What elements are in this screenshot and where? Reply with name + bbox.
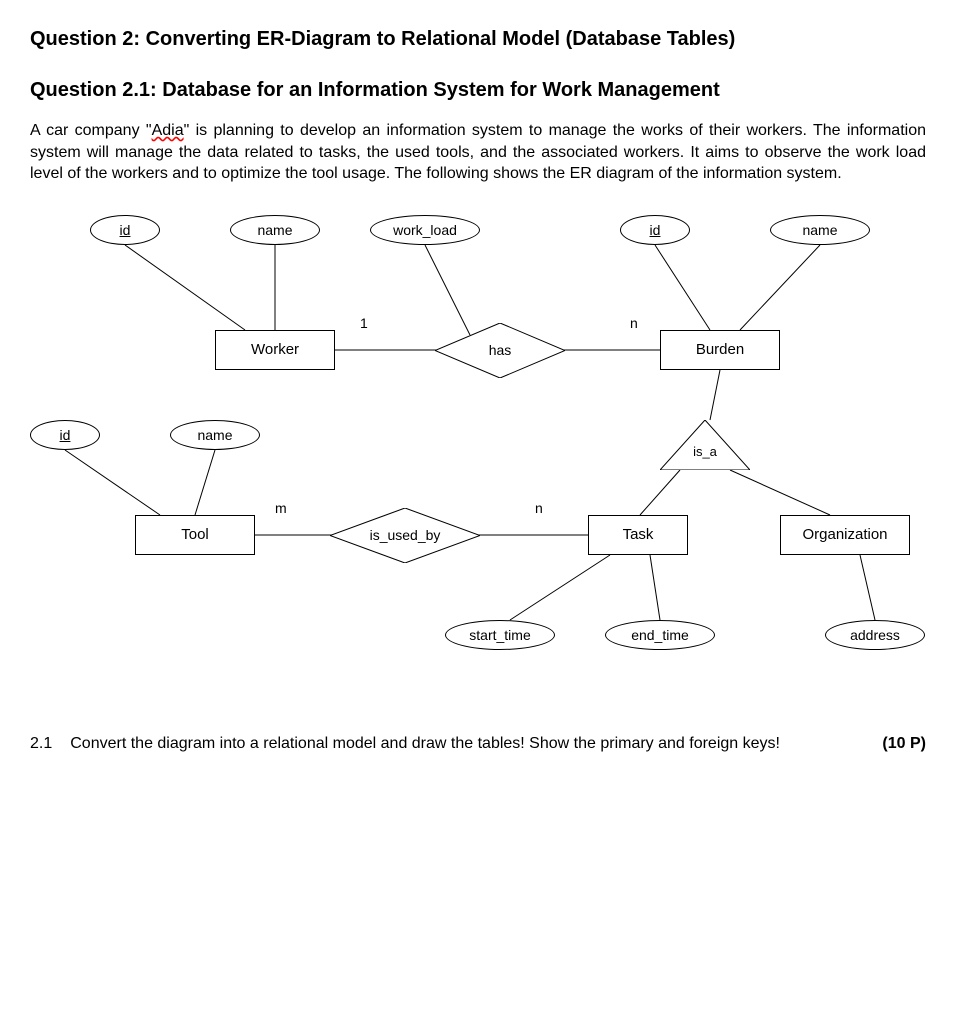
entity-tool: Tool: [135, 515, 255, 555]
attribute-start_time: start_time: [445, 620, 555, 650]
attribute-worker_id: id: [90, 215, 160, 245]
question-subtitle: Question 2.1: Database for an Informatio…: [30, 79, 926, 102]
attribute-tool_name: name: [170, 420, 260, 450]
question-title: Question 2: Converting ER-Diagram to Rel…: [30, 28, 926, 51]
question-text: Convert the diagram into a relational mo…: [70, 735, 864, 753]
question-points: (10 P): [882, 735, 926, 753]
cardinality-c3: m: [275, 500, 287, 516]
attribute-work_load: work_load: [370, 215, 480, 245]
entity-worker: Worker: [215, 330, 335, 370]
cardinality-c2: n: [630, 315, 638, 331]
isa-triangle: is_a: [660, 420, 750, 470]
cardinality-c1: 1: [360, 315, 368, 331]
attribute-tool_id: id: [30, 420, 100, 450]
attribute-burden_id: id: [620, 215, 690, 245]
entity-task: Task: [588, 515, 688, 555]
attribute-burden_name: name: [770, 215, 870, 245]
attribute-worker_name: name: [230, 215, 320, 245]
question-number: 2.1: [30, 735, 52, 753]
entity-organization: Organization: [780, 515, 910, 555]
attribute-address: address: [825, 620, 925, 650]
attribute-end_time: end_time: [605, 620, 715, 650]
relationship-is_used_by: is_used_by: [330, 508, 480, 563]
description: A car company "Adia" is planning to deve…: [30, 120, 926, 185]
cardinality-c4: n: [535, 500, 543, 516]
entity-burden: Burden: [660, 330, 780, 370]
relationship-has: has: [435, 323, 565, 378]
er-diagram: Worker Tool Burden Task Organization id name wo…: [30, 215, 926, 705]
question-row: 2.1 Convert the diagram into a relationa…: [30, 735, 926, 753]
company-name: Adia: [152, 122, 184, 139]
